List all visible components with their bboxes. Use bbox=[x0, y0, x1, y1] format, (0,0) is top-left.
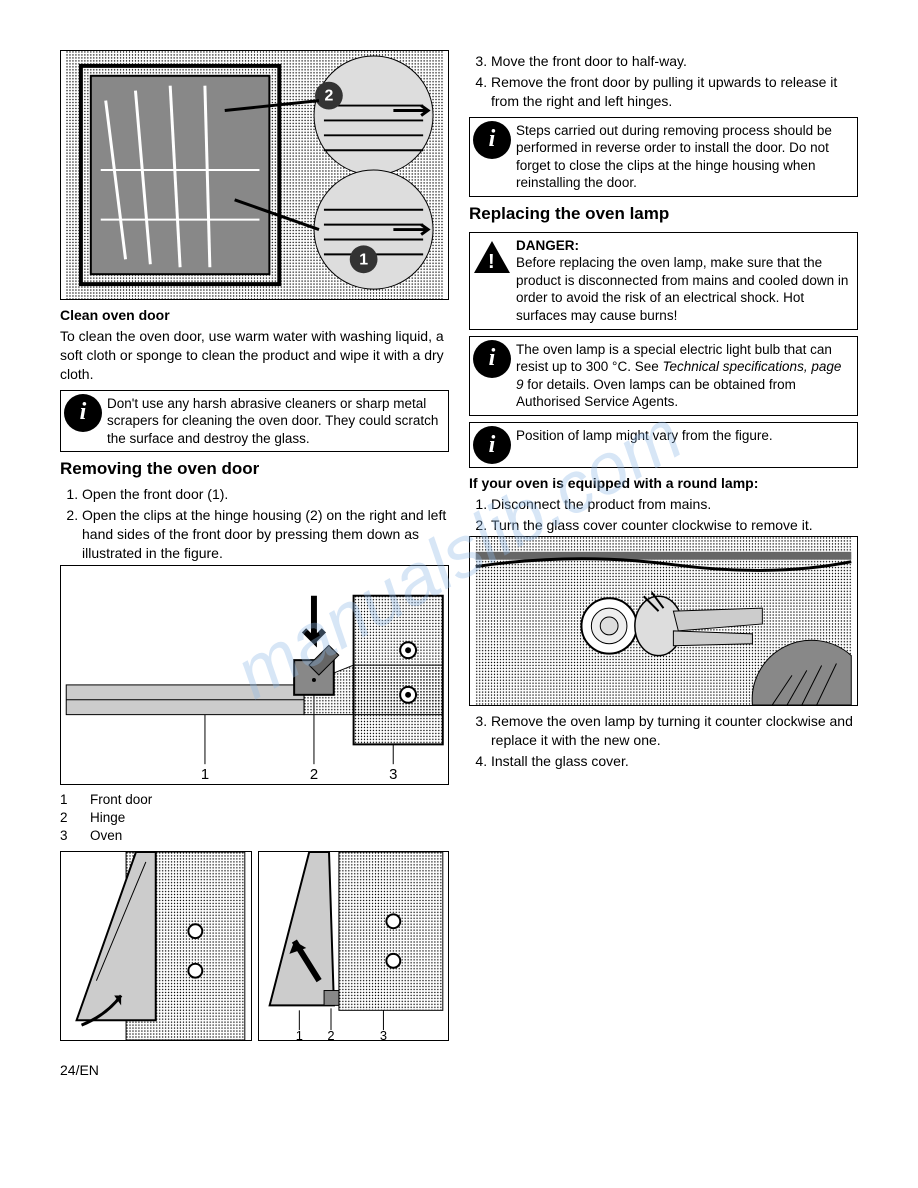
svg-text:3: 3 bbox=[389, 767, 397, 783]
lamp-spec-callout: i The oven lamp is a special electric li… bbox=[469, 336, 858, 416]
round-lamp-steps: Disconnect the product from mains. Turn … bbox=[469, 495, 858, 535]
clean-oven-door-heading: Clean oven door bbox=[60, 306, 449, 325]
svg-text:1: 1 bbox=[295, 1028, 302, 1040]
hinge-illustration: 1 2 3 bbox=[60, 565, 449, 785]
svg-text:1: 1 bbox=[359, 251, 368, 268]
page-footer: 24/EN bbox=[60, 1061, 858, 1080]
remove-door-steps: Open the front door (1). Open the clips … bbox=[60, 485, 449, 563]
svg-text:3: 3 bbox=[379, 1028, 386, 1040]
legend-row-2: 2Hinge bbox=[60, 809, 449, 827]
info-icon: i bbox=[470, 118, 514, 162]
left-column: 2 1 Clean oven door To clean the oven do… bbox=[60, 50, 449, 1041]
lamp-position-callout: i Position of lamp might vary from the f… bbox=[469, 422, 858, 468]
lamp-removal-illustration bbox=[469, 536, 858, 706]
warning-icon bbox=[470, 233, 514, 277]
door-lift-illustration: 1 2 3 bbox=[258, 851, 450, 1041]
round-lamp-steps-cont: Remove the oven lamp by turning it count… bbox=[469, 712, 858, 771]
info-icon: i bbox=[61, 391, 105, 435]
clean-warning-text: Don't use any harsh abrasive cleaners or… bbox=[105, 391, 448, 452]
remove-step-2: Open the clips at the hinge housing (2) … bbox=[82, 506, 449, 563]
remove-step-4: Remove the front door by pulling it upwa… bbox=[491, 73, 858, 111]
round-step-3: Remove the oven lamp by turning it count… bbox=[491, 712, 858, 750]
reverse-order-text: Steps carried out during removing proces… bbox=[514, 118, 857, 196]
lamp-position-text: Position of lamp might vary from the fig… bbox=[514, 423, 857, 449]
oven-rack-illustration: 2 1 bbox=[60, 50, 449, 300]
removing-door-heading: Removing the oven door bbox=[60, 458, 449, 481]
two-column-layout: 2 1 Clean oven door To clean the oven do… bbox=[60, 50, 858, 1041]
legend-table: 1Front door 2Hinge 3Oven bbox=[60, 791, 449, 846]
door-half-open-illustration bbox=[60, 851, 252, 1041]
remove-door-steps-cont: Move the front door to half-way. Remove … bbox=[469, 52, 858, 111]
right-column: Move the front door to half-way. Remove … bbox=[469, 50, 858, 1041]
svg-text:2: 2 bbox=[324, 88, 333, 105]
legend-row-1: 1Front door bbox=[60, 791, 449, 809]
round-step-2: Turn the glass cover counter clockwise t… bbox=[491, 516, 858, 535]
round-step-1: Disconnect the product from mains. bbox=[491, 495, 858, 514]
round-lamp-heading: If your oven is equipped with a round la… bbox=[469, 474, 858, 493]
danger-text: DANGER: Before replacing the oven lamp, … bbox=[514, 233, 857, 329]
svg-text:2: 2 bbox=[327, 1028, 334, 1040]
clean-oven-door-text: To clean the oven door, use warm water w… bbox=[60, 327, 449, 384]
replacing-lamp-heading: Replacing the oven lamp bbox=[469, 203, 858, 226]
door-removal-images: 1 2 3 bbox=[60, 851, 449, 1041]
info-icon: i bbox=[470, 337, 514, 381]
lamp-spec-text: The oven lamp is a special electric ligh… bbox=[514, 337, 857, 415]
info-icon: i bbox=[470, 423, 514, 467]
clean-warning-callout: i Don't use any harsh abrasive cleaners … bbox=[60, 390, 449, 453]
svg-text:2: 2 bbox=[310, 767, 318, 783]
remove-step-1: Open the front door (1). bbox=[82, 485, 449, 504]
remove-step-3: Move the front door to half-way. bbox=[491, 52, 858, 71]
svg-text:1: 1 bbox=[201, 767, 209, 783]
danger-callout: DANGER: Before replacing the oven lamp, … bbox=[469, 232, 858, 330]
round-step-4: Install the glass cover. bbox=[491, 752, 858, 771]
reverse-order-callout: i Steps carried out during removing proc… bbox=[469, 117, 858, 197]
legend-row-3: 3Oven bbox=[60, 827, 449, 845]
